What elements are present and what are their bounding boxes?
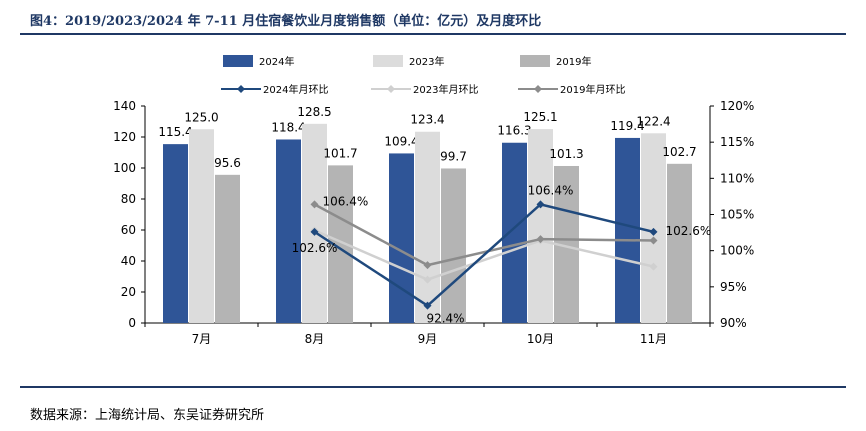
legend-label: 2024年月环比	[263, 83, 328, 96]
legend-swatch	[373, 55, 403, 67]
line-value-label: 106.4%	[528, 183, 574, 197]
source-note: 数据来源：上海统计局、东吴证券研究所	[30, 408, 265, 423]
bar-2024年	[163, 144, 188, 323]
legend-swatch	[223, 55, 253, 67]
right-tick-label: 115%	[720, 135, 754, 149]
line-marker	[310, 200, 319, 209]
bar-value-label: 109.4	[384, 134, 418, 148]
left-tick-label: 140	[113, 99, 136, 113]
line-marker	[649, 262, 658, 271]
x-tick-label: 7月	[192, 332, 212, 346]
line-marker	[310, 227, 319, 236]
right-tick-label: 100%	[720, 244, 754, 258]
left-tick-label: 80	[121, 192, 136, 206]
bar-value-label: 116.3	[497, 124, 531, 138]
bar-value-label: 99.7	[440, 149, 467, 163]
right-tick-label: 120%	[720, 99, 754, 113]
bar-value-label: 125.0	[184, 110, 218, 124]
bar-value-label: 95.6	[214, 156, 241, 170]
left-tick-label: 120	[113, 130, 136, 144]
right-tick-label: 105%	[720, 208, 754, 222]
bar-value-label: 115.4	[158, 125, 192, 139]
legend-marker	[237, 85, 245, 93]
legend-label: 2019年月环比	[560, 83, 625, 96]
chart-title: 图4：2019/2023/2024 年 7-11 月住宿餐饮业月度销售额（单位：…	[30, 14, 542, 29]
bar-2023年	[528, 129, 553, 323]
line-marker	[649, 236, 658, 245]
line-marker	[649, 227, 658, 236]
bar-value-label: 118.4	[271, 120, 305, 134]
line-marker	[423, 275, 432, 284]
title-divider	[20, 33, 846, 35]
bar-2019年	[441, 168, 466, 323]
bar-value-label: 119.4	[610, 119, 644, 133]
x-tick-label: 11月	[640, 332, 667, 346]
bar-2019年	[667, 163, 692, 323]
legend-marker	[387, 85, 395, 93]
right-tick-label: 110%	[720, 171, 754, 185]
source-divider	[20, 386, 846, 388]
bar-2024年	[502, 142, 527, 323]
left-tick-label: 40	[121, 254, 136, 268]
line-marker	[536, 200, 545, 209]
left-tick-label: 60	[121, 223, 136, 237]
bar-2019年	[215, 174, 240, 323]
bar-value-label: 122.4	[636, 114, 670, 128]
left-tick-label: 20	[121, 285, 136, 299]
line-2024年月环比	[313, 203, 654, 308]
right-tick-label: 90%	[720, 316, 747, 330]
line-value-label: 102.6%	[666, 224, 712, 238]
legend-label: 2023年月环比	[413, 83, 478, 96]
line-marker	[423, 301, 432, 310]
x-tick-label: 10月	[527, 332, 554, 346]
line-value-label: 92.4%	[426, 312, 464, 326]
left-tick-label: 100	[113, 161, 136, 175]
bar-value-label: 125.1	[523, 110, 557, 124]
line-marker	[536, 235, 545, 244]
legend-marker	[534, 85, 542, 93]
legend-label: 2023年	[409, 55, 444, 68]
x-tick-label: 9月	[418, 332, 438, 346]
bar-2023年	[302, 123, 327, 323]
line-value-label: 106.4%	[323, 194, 369, 208]
bar-2024年	[615, 137, 640, 323]
left-tick-label: 0	[128, 316, 136, 330]
bar-2024年	[276, 139, 301, 323]
x-tick-label: 8月	[305, 332, 325, 346]
legend-swatch	[520, 55, 550, 67]
bar-2024年	[389, 153, 414, 323]
line-marker	[423, 261, 432, 270]
bar-value-label: 101.3	[549, 147, 583, 161]
bar-2023年	[415, 131, 440, 323]
bar-value-label: 101.7	[323, 146, 357, 160]
bar-2023年	[189, 129, 214, 323]
line-2023年月环比	[314, 229, 654, 281]
line-2019年月环比	[313, 203, 654, 267]
legend-label: 2019年	[556, 55, 591, 68]
right-tick-label: 95%	[720, 280, 747, 294]
bar-value-label: 123.4	[410, 113, 444, 127]
bar-value-label: 128.5	[297, 105, 331, 119]
legend-label: 2024年	[259, 55, 294, 68]
bar-value-label: 102.7	[662, 145, 696, 159]
line-value-label: 102.6%	[292, 241, 338, 255]
